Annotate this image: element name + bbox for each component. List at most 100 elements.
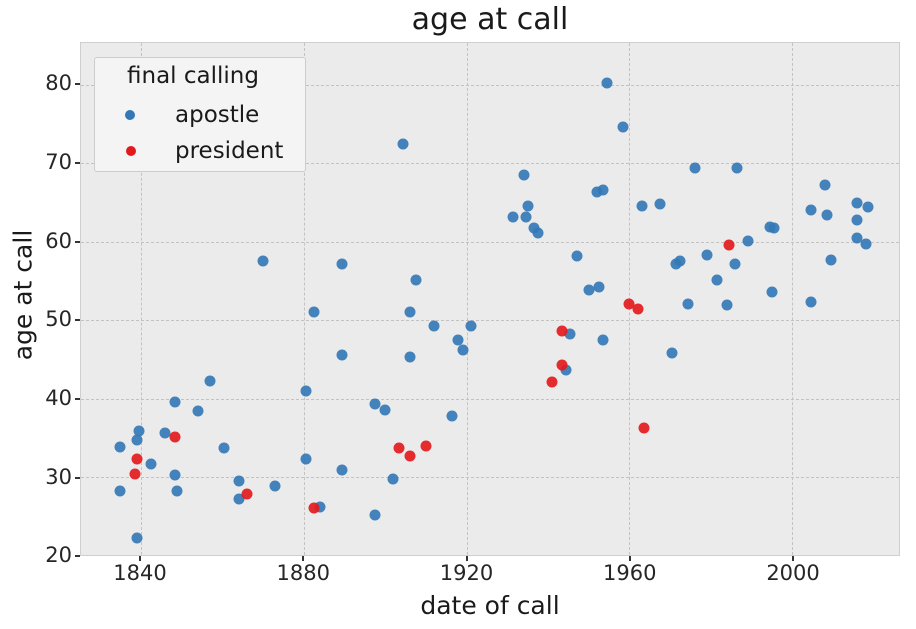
scatter-point-apostle — [564, 328, 576, 340]
scatter-point-president — [638, 422, 650, 434]
legend: final calling apostle president — [94, 57, 306, 172]
scatter-point-apostle — [654, 198, 666, 210]
y-gridline — [81, 320, 899, 322]
x-tick-label: 2000 — [766, 561, 820, 585]
scatter-point-apostle — [711, 274, 723, 286]
scatter-point-apostle — [192, 405, 204, 417]
scatter-point-apostle — [532, 227, 544, 239]
scatter-point-president — [556, 325, 568, 337]
scatter-point-apostle — [825, 254, 837, 266]
scatter-point-apostle — [768, 222, 780, 234]
scatter-point-apostle — [520, 211, 532, 223]
y-tick-label: 60 — [45, 228, 72, 253]
x-gridline — [140, 43, 142, 555]
x-tick-mark — [628, 556, 631, 561]
scatter-point-apostle — [851, 232, 863, 244]
scatter-point-apostle — [171, 485, 183, 497]
scatter-point-apostle — [731, 162, 743, 174]
scatter-point-apostle — [583, 284, 595, 296]
scatter-point-apostle — [404, 306, 416, 318]
x-gridline — [792, 43, 794, 555]
scatter-point-apostle — [300, 385, 312, 397]
scatter-point-apostle — [114, 485, 126, 497]
scatter-point-apostle — [308, 306, 320, 318]
scatter-point-apostle — [666, 347, 678, 359]
scatter-point-apostle — [597, 334, 609, 346]
x-tick-mark — [302, 556, 305, 561]
scatter-point-apostle — [133, 425, 145, 437]
y-gridline — [81, 241, 899, 243]
y-tick-mark — [75, 240, 80, 243]
scatter-point-apostle — [379, 404, 391, 416]
scatter-point-apostle — [169, 469, 181, 481]
scatter-point-apostle — [446, 410, 458, 422]
x-gridline — [303, 43, 305, 555]
scatter-point-apostle — [851, 197, 863, 209]
scatter-point-apostle — [114, 441, 126, 453]
scatter-point-apostle — [701, 249, 713, 261]
scatter-point-apostle — [269, 480, 281, 492]
y-tick-label: 80 — [45, 71, 72, 96]
y-gridline — [81, 84, 899, 86]
y-gridline — [81, 163, 899, 165]
scatter-point-apostle — [560, 364, 572, 376]
scatter-point-apostle — [131, 532, 143, 544]
legend-marker-president-icon — [126, 146, 136, 156]
scatter-point-apostle — [428, 320, 440, 332]
scatter-point-apostle — [369, 509, 381, 521]
y-tick-label: 20 — [45, 543, 72, 568]
x-tick-mark — [792, 556, 795, 561]
scatter-point-apostle — [742, 235, 754, 247]
scatter-point-apostle — [507, 211, 519, 223]
scatter-point-apostle — [591, 186, 603, 198]
scatter-point-president — [131, 453, 143, 465]
y-tick-mark — [75, 476, 80, 479]
scatter-point-apostle — [457, 344, 469, 356]
scatter-point-apostle — [336, 464, 348, 476]
scatter-point-president — [404, 450, 416, 462]
x-axis-label: date of call — [420, 591, 560, 620]
scatter-point-apostle — [674, 255, 686, 267]
scatter-point-president — [546, 376, 558, 388]
scatter-point-apostle — [336, 258, 348, 270]
scatter-point-apostle — [821, 209, 833, 221]
x-tick-label: 1840 — [113, 561, 167, 585]
scatter-point-president — [623, 298, 635, 310]
scatter-point-president — [308, 502, 320, 514]
scatter-point-apostle — [636, 200, 648, 212]
scatter-point-apostle — [169, 396, 181, 408]
scatter-point-apostle — [145, 458, 157, 470]
y-tick-label: 50 — [45, 307, 72, 332]
chart-title: age at call — [411, 2, 569, 37]
x-gridline — [466, 43, 468, 555]
scatter-point-apostle — [204, 375, 216, 387]
y-gridline — [81, 398, 899, 400]
y-gridline — [81, 476, 899, 478]
legend-marker-apostle-icon — [125, 110, 135, 120]
legend-title: final calling — [127, 63, 259, 89]
scatter-point-apostle — [404, 351, 416, 363]
x-tick-label: 1880 — [276, 561, 330, 585]
scatter-point-apostle — [257, 255, 269, 267]
scatter-point-apostle — [593, 281, 605, 293]
plot-area: final calling apostle president — [80, 42, 900, 556]
y-tick-label: 30 — [45, 464, 72, 489]
scatter-point-apostle — [522, 200, 534, 212]
scatter-point-apostle — [805, 204, 817, 216]
x-tick-label: 1960 — [603, 561, 657, 585]
y-tick-mark — [75, 397, 80, 400]
scatter-point-apostle — [805, 296, 817, 308]
scatter-point-apostle — [766, 286, 778, 298]
scatter-point-apostle — [862, 201, 874, 213]
scatter-point-apostle — [397, 138, 409, 150]
scatter-point-president — [241, 488, 253, 500]
y-tick-mark — [75, 555, 80, 558]
scatter-point-president — [169, 431, 181, 443]
scatter-point-apostle — [410, 274, 422, 286]
scatter-point-apostle — [387, 473, 399, 485]
y-tick-label: 70 — [45, 149, 72, 174]
scatter-point-apostle — [369, 398, 381, 410]
y-tick-mark — [75, 319, 80, 322]
x-tick-label: 1920 — [439, 561, 494, 585]
